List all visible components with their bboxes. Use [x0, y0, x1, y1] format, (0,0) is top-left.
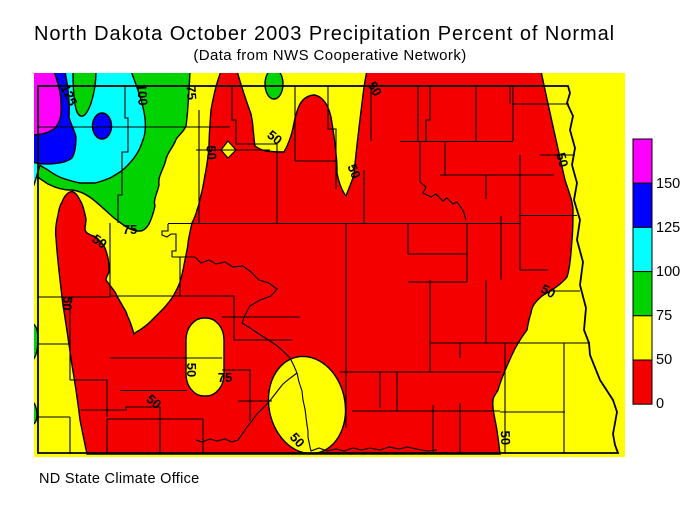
svg-text:125: 125 [656, 220, 680, 236]
svg-text:0: 0 [656, 396, 664, 412]
svg-text:50: 50 [538, 281, 558, 301]
svg-text:50: 50 [203, 145, 219, 161]
svg-text:75: 75 [218, 370, 232, 385]
svg-text:50: 50 [89, 231, 109, 252]
svg-text:50: 50 [656, 352, 672, 368]
svg-text:150: 150 [656, 176, 680, 192]
svg-text:50: 50 [184, 363, 199, 377]
svg-text:50: 50 [553, 151, 571, 169]
svg-text:100: 100 [656, 264, 680, 280]
svg-text:50: 50 [59, 296, 75, 312]
svg-text:75: 75 [184, 85, 200, 100]
svg-text:100: 100 [134, 84, 150, 106]
svg-text:50: 50 [345, 162, 364, 181]
svg-text:50: 50 [365, 79, 385, 99]
svg-text:75: 75 [123, 222, 137, 237]
svg-text:75: 75 [656, 308, 672, 324]
svg-text:50: 50 [498, 430, 513, 445]
